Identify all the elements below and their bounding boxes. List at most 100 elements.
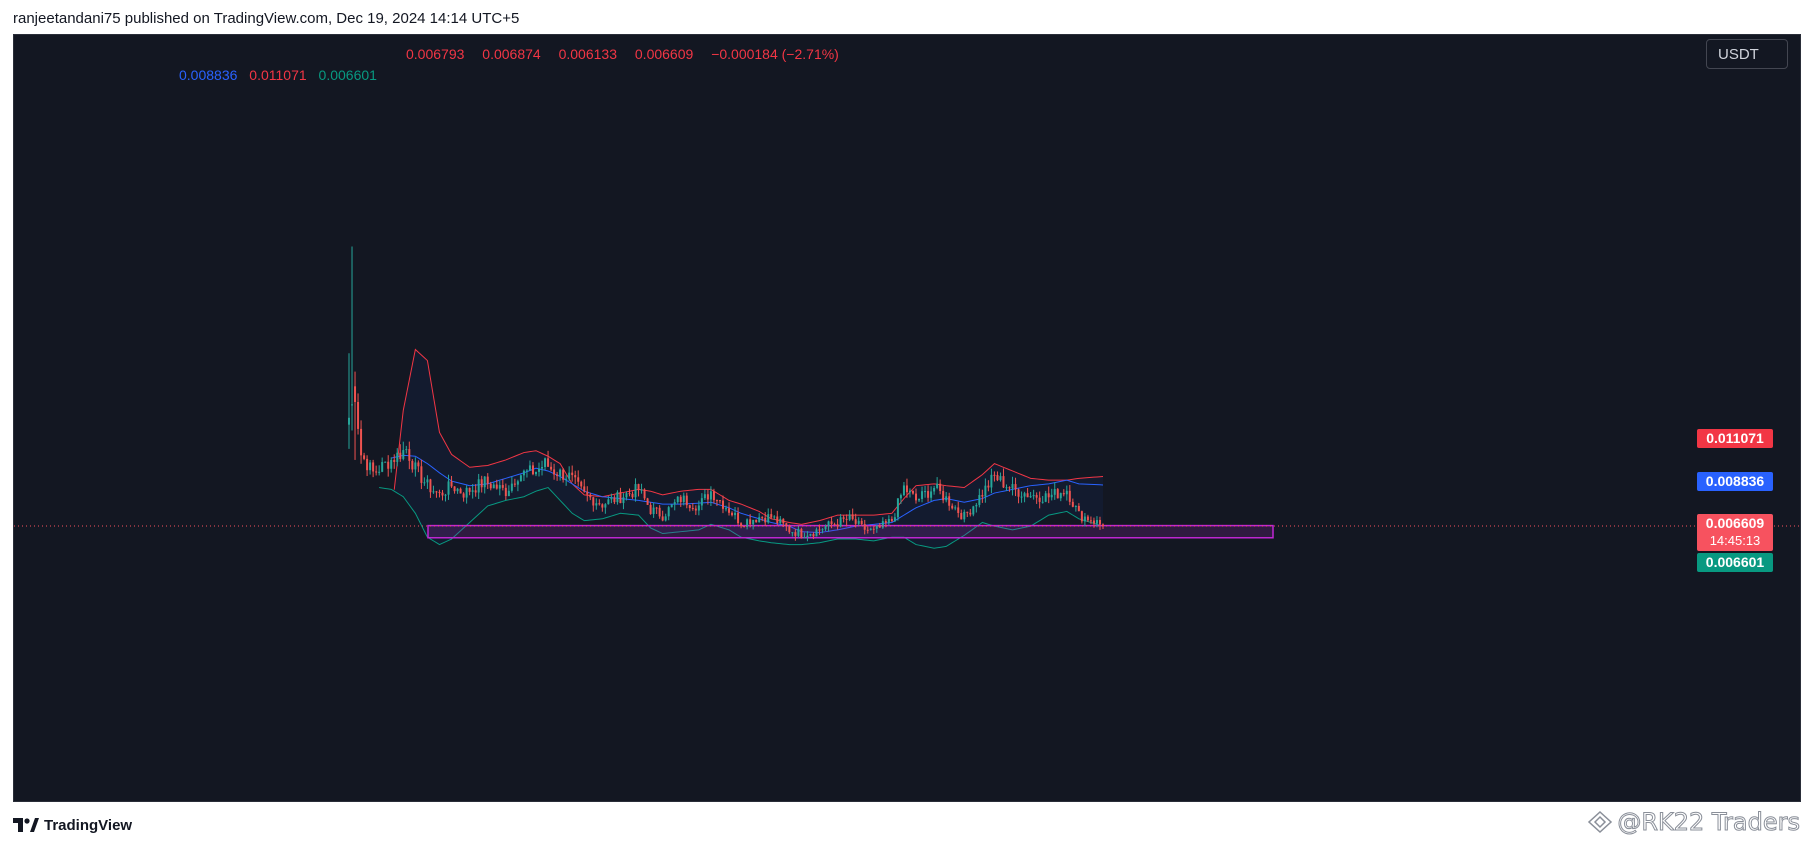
candle-body (1011, 484, 1014, 489)
candle-body (444, 494, 447, 496)
candle-body (1092, 520, 1095, 524)
legend-close: 0.006609 (634, 46, 694, 62)
candle-body (842, 517, 845, 519)
candle-body (658, 507, 661, 517)
candle-body (911, 490, 914, 494)
candle-body (1047, 493, 1050, 498)
candle-body (694, 508, 697, 511)
candle-body (682, 495, 685, 502)
candle-body (725, 508, 727, 510)
candle-body (1017, 489, 1020, 497)
candle-body (954, 507, 957, 509)
candle-body (655, 507, 658, 509)
candle-body (574, 475, 577, 478)
candle-body (776, 516, 779, 524)
support-zone-rect (427, 524, 1274, 539)
candle-body (887, 518, 890, 523)
candle-body (1077, 505, 1080, 512)
candle-body (1023, 493, 1026, 497)
candle-body (749, 519, 752, 525)
candlestick-chart[interactable] (14, 35, 1801, 802)
watermark-text: @RK22 Traders (1617, 808, 1801, 837)
candle-body (1086, 516, 1089, 521)
candle-body (601, 504, 604, 508)
currency-selector-button[interactable]: USDT (1706, 39, 1788, 69)
candle-body (619, 492, 622, 504)
candle-body (996, 475, 999, 481)
candle-body (480, 479, 483, 488)
candle-body (664, 516, 667, 521)
candle-body (516, 481, 519, 485)
candle-body (459, 488, 462, 494)
candle-body (948, 496, 951, 506)
candle-body (432, 491, 435, 493)
candle-body (610, 497, 613, 500)
candle-body (918, 498, 921, 501)
candle-body (1020, 496, 1023, 498)
candle-body (993, 474, 996, 476)
candle-body (706, 494, 709, 500)
candle-body (538, 468, 541, 472)
candle-body (1056, 489, 1059, 499)
candle-body (1089, 520, 1092, 522)
candle-body (402, 450, 405, 459)
candle-body (990, 474, 993, 488)
candle-body (613, 497, 616, 503)
candle-body (441, 492, 444, 496)
candle-body (966, 511, 969, 513)
candle-body (818, 529, 821, 531)
candle-body (679, 496, 682, 502)
candle-body (715, 500, 718, 502)
candle-body (872, 528, 875, 530)
candle-body (1083, 516, 1086, 522)
candle-body (731, 512, 734, 516)
candle-body (1059, 493, 1062, 499)
candle-body (1095, 520, 1098, 524)
candle-body (899, 495, 902, 499)
candle-body (1002, 476, 1005, 488)
candle-body (628, 493, 631, 495)
candle-body (896, 498, 899, 518)
bar-countdown: 14:45:13 (1697, 532, 1773, 551)
tradingview-logo-icon (13, 818, 39, 832)
candle-body (429, 479, 432, 493)
candle-body (1102, 524, 1104, 526)
candle-body (957, 507, 960, 513)
candle-body (797, 528, 800, 536)
candle-body (1098, 520, 1101, 525)
chart-pane[interactable]: 0.006793 0.006874 0.006133 0.006609 −0.0… (13, 34, 1801, 802)
candle-body (580, 481, 583, 487)
candle-body (513, 483, 516, 485)
candle-body (369, 462, 372, 471)
candle-body (703, 494, 706, 499)
candle-body (1038, 497, 1041, 502)
candle-body (1005, 487, 1008, 489)
candle-body (637, 484, 640, 490)
candle-body (1053, 489, 1056, 495)
candle-body (577, 477, 580, 482)
candle-body (893, 517, 896, 522)
candle-body (592, 497, 595, 506)
candle-body (598, 503, 601, 505)
candle-body (688, 505, 691, 508)
candle-body (646, 498, 649, 505)
price-tag-last: 0.006609 (1697, 514, 1773, 533)
candle-body (827, 521, 830, 527)
candle-body (670, 504, 673, 508)
candle-body (366, 458, 369, 471)
candle-body (456, 488, 459, 492)
candle-body (881, 521, 884, 528)
candle-body (930, 491, 933, 498)
candle-body (782, 518, 785, 524)
candle-body (643, 489, 646, 499)
candle-body (387, 461, 390, 469)
candle-body (1044, 493, 1047, 502)
candle-body (498, 485, 501, 489)
candle-body (939, 483, 942, 491)
candle-body (676, 496, 679, 503)
candle-body (975, 504, 978, 507)
candle-body (915, 493, 918, 501)
candle-body (348, 417, 350, 425)
candle-body (547, 458, 550, 467)
candle-body (622, 497, 625, 504)
